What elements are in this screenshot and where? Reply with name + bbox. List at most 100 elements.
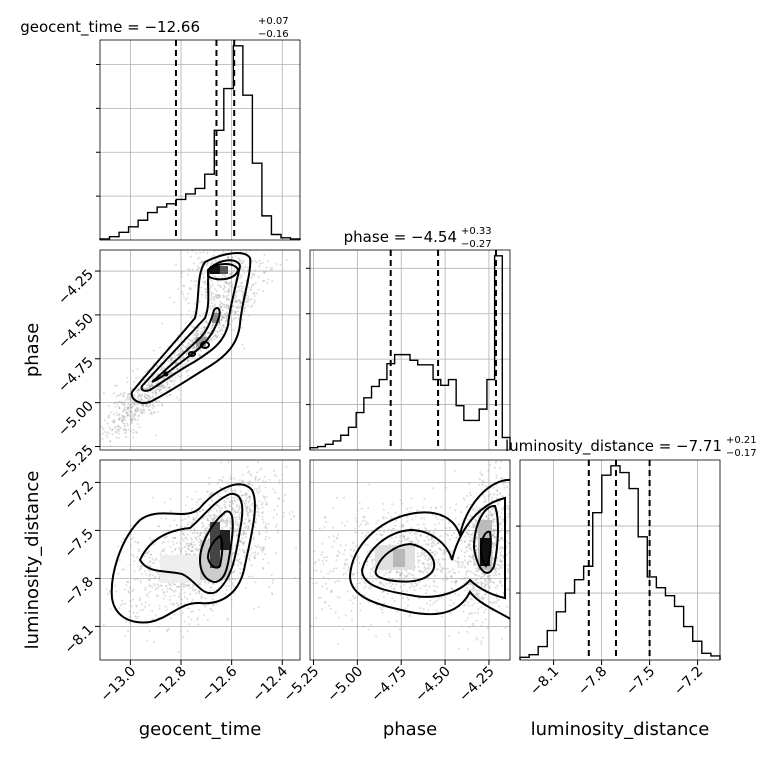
scatter-point: [478, 596, 480, 599]
scatter-point: [487, 517, 490, 520]
scatter-point: [345, 563, 348, 566]
scatter-point: [499, 492, 502, 495]
scatter-point: [134, 540, 137, 543]
scatter-point: [408, 540, 411, 543]
scatter-point: [133, 402, 136, 405]
scatter-point: [247, 471, 250, 474]
scatter-point: [517, 580, 519, 582]
scatter-point: [211, 604, 214, 607]
scatter-point: [187, 342, 190, 345]
scatter-point: [125, 412, 128, 414]
scatter-point: [201, 517, 204, 520]
scatter-point: [517, 559, 519, 561]
scatter-point: [219, 247, 221, 249]
scatter-point: [157, 400, 160, 403]
scatter-point: [331, 545, 334, 548]
scatter-point: [179, 550, 182, 553]
scatter-point: [98, 419, 100, 421]
scatter-point: [242, 269, 245, 271]
scatter-point: [134, 578, 137, 581]
scatter-point: [428, 549, 431, 552]
scatter-point: [178, 547, 180, 550]
x-tick-label: −7.5: [623, 664, 658, 699]
scatter-point: [288, 512, 291, 515]
scatter-point: [480, 583, 483, 586]
scatter-point: [282, 515, 284, 518]
scatter-point: [214, 276, 217, 279]
scatter-point: [187, 616, 190, 619]
scatter-point: [472, 524, 475, 527]
scatter-point: [265, 501, 268, 504]
scatter-point: [206, 619, 209, 622]
scatter-point: [123, 402, 126, 405]
scatter-point: [253, 295, 256, 297]
scatter-point: [252, 536, 255, 539]
scatter-point: [406, 507, 409, 510]
scatter-point: [211, 262, 214, 265]
scatter-point: [118, 559, 121, 562]
scatter-point: [162, 376, 165, 379]
scatter-point: [200, 532, 203, 535]
scatter-point: [475, 593, 477, 596]
scatter-point: [129, 563, 132, 566]
scatter-point: [123, 403, 126, 406]
scatter-point: [128, 615, 131, 618]
scatter-point: [456, 560, 459, 563]
scatter-point: [463, 540, 466, 543]
scatter-point: [247, 527, 250, 530]
scatter-point: [152, 404, 154, 407]
scatter-point: [178, 352, 181, 355]
scatter-point: [186, 547, 189, 550]
title-phase: phase = −4.54: [344, 228, 457, 246]
scatter-point: [201, 273, 204, 276]
scatter-point: [94, 619, 96, 621]
scatter-point: [195, 332, 198, 335]
scatter-point: [250, 547, 253, 550]
scatter-point: [378, 533, 381, 536]
scatter-point: [207, 582, 210, 584]
scatter-point: [396, 571, 399, 574]
scatter-point: [234, 523, 237, 526]
scatter-point: [210, 517, 213, 520]
scatter-point: [467, 616, 470, 619]
scatter-point: [245, 497, 248, 500]
scatter-point: [219, 520, 222, 523]
scatter-point: [137, 387, 140, 390]
scatter-point: [490, 499, 493, 502]
scatter-point: [245, 299, 248, 302]
scatter-point: [352, 541, 355, 544]
scatter-point: [510, 544, 512, 546]
scatter-point: [451, 588, 454, 590]
scatter-point: [222, 287, 225, 290]
scatter-point: [354, 527, 357, 530]
scatter-point: [516, 511, 518, 513]
scatter-point: [261, 518, 264, 521]
scatter-point: [186, 495, 189, 498]
scatter-point: [210, 294, 213, 297]
scatter-point: [137, 414, 140, 417]
scatter-point: [468, 533, 471, 536]
scatter-point: [108, 589, 111, 592]
scatter-point: [445, 576, 447, 578]
scatter-point: [145, 397, 148, 400]
scatter-point: [464, 566, 467, 569]
scatter-point: [119, 401, 122, 404]
scatter-point: [410, 497, 413, 500]
scatter-point: [399, 541, 402, 544]
scatter-point: [237, 314, 240, 317]
scatter-point: [225, 298, 228, 301]
scatter-point: [458, 523, 461, 526]
scatter-point: [491, 520, 494, 523]
scatter-point: [219, 237, 221, 239]
scatter-point: [375, 533, 378, 536]
scatter-point: [129, 403, 132, 406]
scatter-point: [229, 273, 232, 276]
scatter-point: [232, 270, 235, 272]
scatter-point: [118, 418, 121, 421]
scatter-point: [195, 252, 198, 255]
scatter-point: [516, 523, 518, 525]
scatter-point: [303, 553, 305, 555]
scatter-point: [147, 399, 150, 402]
scatter-point: [346, 569, 349, 572]
scatter-point: [336, 536, 339, 539]
